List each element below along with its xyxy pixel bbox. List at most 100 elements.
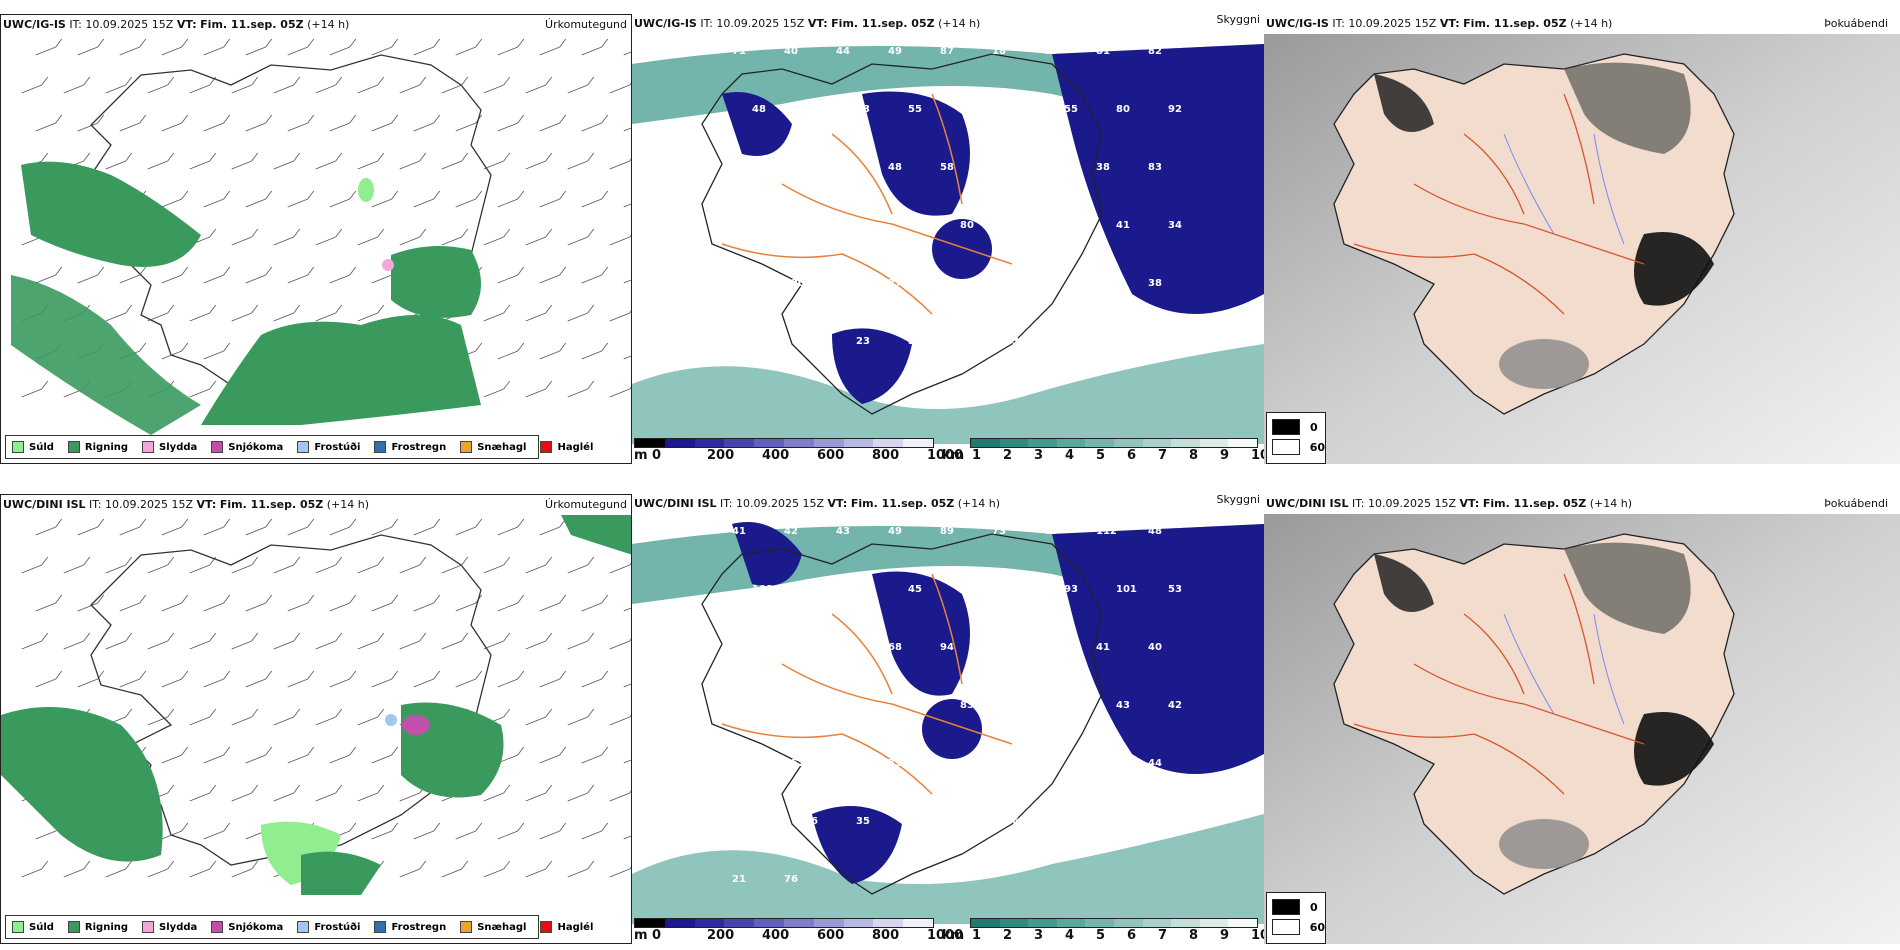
wind-barb <box>147 708 175 726</box>
wind-barb <box>539 518 567 536</box>
wind-barb <box>623 683 631 688</box>
colorbar-tick: 5 <box>1096 448 1106 463</box>
colorbar-segment <box>754 919 784 927</box>
colorbar-segment <box>635 439 665 447</box>
colorbar-tick: 8 <box>1189 448 1199 463</box>
fog-legend: 0 60 <box>1266 892 1326 944</box>
wind-barb <box>189 152 217 170</box>
product-title: Úrkomutegund <box>545 498 627 511</box>
visibility-value: 60 <box>804 104 818 115</box>
visibility-value: 89 <box>940 526 954 537</box>
legend-item-4: Frostúði <box>297 441 360 453</box>
wind-barb <box>77 594 105 612</box>
visibility-value: 34 <box>908 336 922 347</box>
wind-barb <box>315 784 343 802</box>
wind-barb <box>567 304 595 322</box>
wind-barb <box>567 784 595 802</box>
wind-barb <box>21 860 49 878</box>
legend-swatch <box>297 441 310 453</box>
wind-barb <box>609 714 631 726</box>
wind-barb <box>525 708 553 726</box>
wind-barb <box>539 822 567 840</box>
visibility-value: 46 <box>732 642 746 653</box>
wind-barb <box>203 670 231 688</box>
visibility-value: 71 <box>1116 336 1130 347</box>
visibility-value: 39 <box>940 278 954 289</box>
visibility-value: 126 <box>1064 700 1085 711</box>
visibility-value: 42 <box>1044 278 1058 289</box>
wind-barb <box>147 152 175 170</box>
legend-label: Snæhagl <box>477 441 527 453</box>
dark-fog-north <box>1374 74 1434 132</box>
visibility-value: 35 <box>1012 336 1026 347</box>
visibility-value: 38 <box>1148 278 1162 289</box>
wind-barb <box>609 638 631 650</box>
wind-barb <box>371 114 399 132</box>
wind-barb <box>105 860 133 878</box>
precip-type-panel-dini: UWC/DINI ISL IT: 10.09.2025 15Z VT: Fim.… <box>0 494 632 944</box>
wind-barb <box>483 76 511 94</box>
wind-barb <box>21 76 49 94</box>
legend-label: Snjókoma <box>228 441 284 453</box>
rain-area-east <box>391 246 481 318</box>
visibility-value: 45 <box>908 584 922 595</box>
visibility-value: 40 <box>784 46 798 57</box>
wind-barb <box>161 594 189 612</box>
visibility-value: 40 <box>1148 642 1162 653</box>
wind-barb <box>399 632 427 650</box>
colorbar-segment <box>635 919 665 927</box>
wind-barb <box>273 76 301 94</box>
legend-label: Súld <box>29 921 54 933</box>
visibility-value: 87 <box>992 642 1006 653</box>
wind-barb <box>581 670 609 688</box>
wind-barb <box>539 670 567 688</box>
wind-barb <box>539 38 567 56</box>
visibility-value: 53 <box>784 642 798 653</box>
legend-swatch <box>211 921 224 933</box>
wind-barb <box>581 38 609 56</box>
wind-barb <box>147 76 175 94</box>
colorbar-segment <box>1199 919 1229 927</box>
legend-label: Rigning <box>84 441 129 453</box>
wind-barb <box>245 38 273 56</box>
wind-barb <box>273 304 301 322</box>
visibility-value: 45 <box>960 104 974 115</box>
visibility-value: 73 <box>1044 46 1058 57</box>
wind-barb <box>231 556 259 574</box>
wind-barb <box>315 304 343 322</box>
wind-barb <box>105 632 133 650</box>
visibility-value: 48 <box>1044 162 1058 173</box>
wind-barb <box>189 708 217 726</box>
legend-label: Slydda <box>159 441 198 453</box>
wind-barb <box>497 518 525 536</box>
colorbar-segment <box>1085 439 1114 447</box>
wind-barb <box>357 76 385 94</box>
dense-blue-east <box>1052 524 1264 774</box>
wind-barb <box>119 518 147 536</box>
legend-swatch <box>374 441 387 453</box>
wind-barb <box>231 860 259 878</box>
panel-header: UWC/IG-IS IT: 10.09.2025 15Z VT: Fim. 11… <box>632 14 1264 34</box>
colorbar-tick: 3 <box>1034 928 1044 943</box>
visibility-value: 41 <box>1116 220 1130 231</box>
fog-map <box>1264 514 1900 944</box>
colorbar-tick: 10 <box>1251 928 1264 943</box>
road-network <box>721 93 1013 315</box>
visibility-value: 66 <box>1012 816 1026 827</box>
wind-barb <box>105 152 133 170</box>
roads <box>1353 573 1645 795</box>
legend-label: Snjókoma <box>228 921 284 933</box>
wind-barb <box>539 114 567 132</box>
colorbar-tick: 5 <box>1096 928 1106 943</box>
visibility-value: 55 <box>960 584 974 595</box>
legend-swatch <box>67 441 80 453</box>
wind-barb <box>525 304 553 322</box>
visibility-value: 19 <box>908 816 922 827</box>
wind-barb <box>147 304 175 322</box>
visibility-value: 39 <box>836 278 850 289</box>
fog-legend-swatch-0 <box>1272 899 1300 915</box>
wind-barb <box>203 38 231 56</box>
grey-fog-south <box>1499 819 1589 869</box>
wind-barb <box>147 860 175 878</box>
iceland-outline <box>90 534 492 866</box>
